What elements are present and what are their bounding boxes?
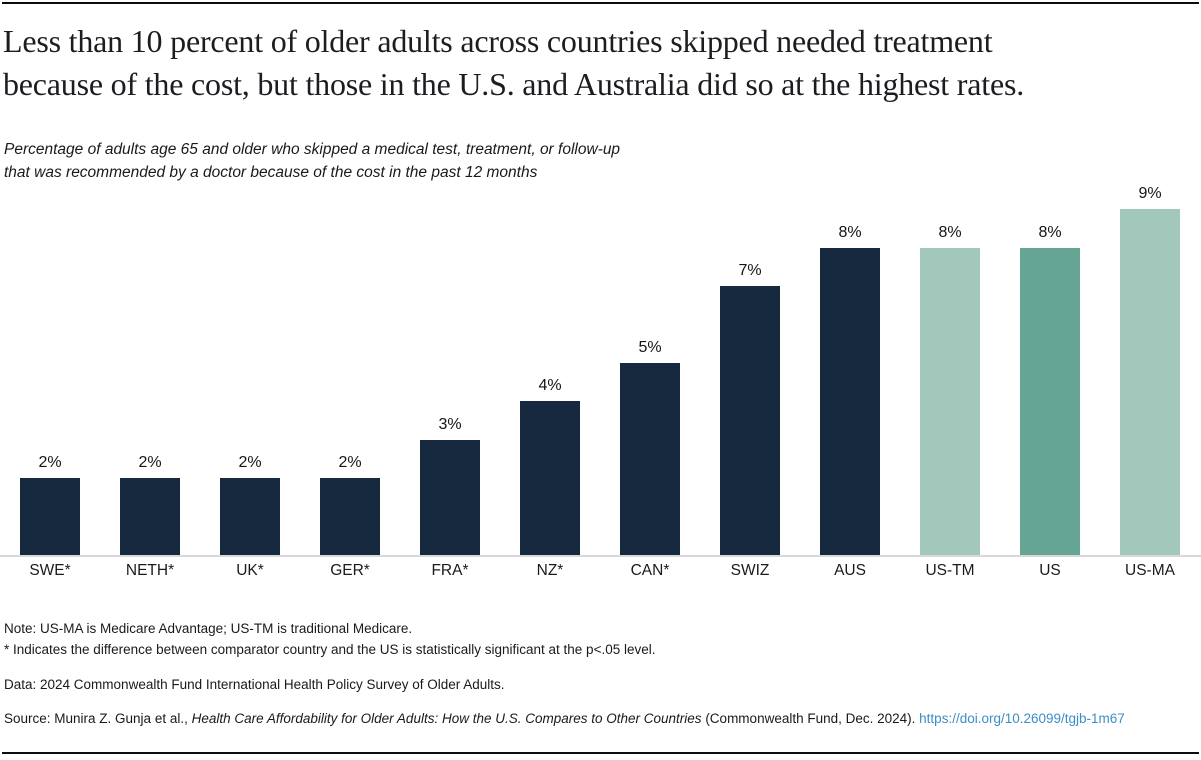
bar-value-label: 8%	[838, 224, 862, 241]
bar-fra	[420, 440, 480, 555]
bottom-divider-rule	[2, 752, 1199, 754]
note-line-medicare: Note: US-MA is Medicare Advantage; US-TM…	[4, 621, 413, 636]
chart-subtitle-line1: Percentage of adults age 65 and older wh…	[4, 141, 621, 158]
bar-column-can: 5%	[600, 185, 700, 555]
chart-subtitle: Percentage of adults age 65 and older wh…	[4, 138, 764, 184]
bar-aus	[820, 248, 880, 555]
bar-value-label: 2%	[338, 454, 362, 471]
x-tick-label: UK*	[236, 562, 264, 579]
bar-us	[1020, 248, 1080, 555]
bar-nz	[520, 401, 580, 555]
bar-value-label: 9%	[1138, 185, 1162, 202]
bar-neth	[120, 478, 180, 555]
bar-value-label: 8%	[938, 224, 962, 241]
x-tick-label: GER*	[330, 562, 370, 579]
bar-column-aus: 8%	[800, 185, 900, 555]
bar-value-label: 5%	[638, 339, 662, 356]
bar-chart: 2% 2% 2% 2% 3% 4% 5% 7% 8% 8% 8% 9%	[0, 185, 1200, 555]
bar-value-label: 2%	[238, 454, 262, 471]
bar-column-neth: 2%	[100, 185, 200, 555]
x-tick-label: SWE*	[29, 562, 71, 579]
bar-value-label: 2%	[38, 454, 62, 471]
chart-notes: Note: US-MA is Medicare Advantage; US-TM…	[4, 619, 656, 660]
x-axis-tick-labels: SWE* NETH* UK* GER* FRA* NZ* CAN* SWIZ AUS US-TM U…	[0, 561, 1200, 581]
x-tick-label: AUS	[834, 562, 866, 579]
bar-column-us: 8%	[1000, 185, 1100, 555]
source-attribution: Source: Munira Z. Gunja et al., Health C…	[4, 709, 1125, 730]
chart-subtitle-line2: that was recommended by a doctor because…	[4, 164, 538, 181]
bar-value-label: 4%	[538, 377, 562, 394]
bar-value-label: 8%	[1038, 224, 1062, 241]
bar-us-ma	[1120, 209, 1180, 555]
bar-swiz	[720, 286, 780, 555]
x-tick-label: US-TM	[925, 562, 975, 579]
bar-column-us-tm: 8%	[900, 185, 1000, 555]
bar-column-swe: 2%	[0, 185, 100, 555]
bar-can	[620, 363, 680, 555]
bar-column-fra: 3%	[400, 185, 500, 555]
bar-ger	[320, 478, 380, 555]
bar-value-label: 2%	[138, 454, 162, 471]
chart-title: Less than 10 percent of older adults acr…	[3, 20, 1198, 106]
data-attribution: Data: 2024 Commonwealth Fund Internation…	[4, 677, 505, 692]
x-tick-label: NZ*	[536, 562, 564, 579]
bar-column-nz: 4%	[500, 185, 600, 555]
x-tick-label: CAN*	[630, 562, 670, 579]
chart-title-line2: because of the cost, but those in the U.…	[3, 66, 1025, 102]
x-axis-baseline	[0, 555, 1201, 557]
x-tick-label: NETH*	[125, 562, 175, 579]
bar-value-label: 3%	[438, 416, 462, 433]
bar-swe	[20, 478, 80, 555]
x-tick-label: FRA*	[431, 562, 469, 579]
chart-title-line1: Less than 10 percent of older adults acr…	[3, 23, 993, 59]
bar-column-ger: 2%	[300, 185, 400, 555]
bar-column-uk: 2%	[200, 185, 300, 555]
bar-uk	[220, 478, 280, 555]
bar-column-us-ma: 9%	[1100, 185, 1200, 555]
bar-us-tm	[920, 248, 980, 555]
source-publication-title: Health Care Affordability for Older Adul…	[191, 711, 702, 726]
top-divider-rule	[2, 2, 1199, 4]
note-line-significance: * Indicates the difference between compa…	[4, 641, 656, 657]
bar-column-swiz: 7%	[700, 185, 800, 555]
x-tick-label: US	[1039, 562, 1061, 579]
source-prefix: Source: Munira Z. Gunja et al.,	[4, 711, 192, 726]
x-tick-label: US-MA	[1125, 562, 1175, 579]
source-suffix: (Commonwealth Fund, Dec. 2024).	[701, 711, 920, 726]
doi-link[interactable]: https://doi.org/10.26099/tgjb-1m67	[919, 711, 1125, 726]
x-tick-label: SWIZ	[730, 562, 770, 579]
bar-value-label: 7%	[738, 262, 762, 279]
